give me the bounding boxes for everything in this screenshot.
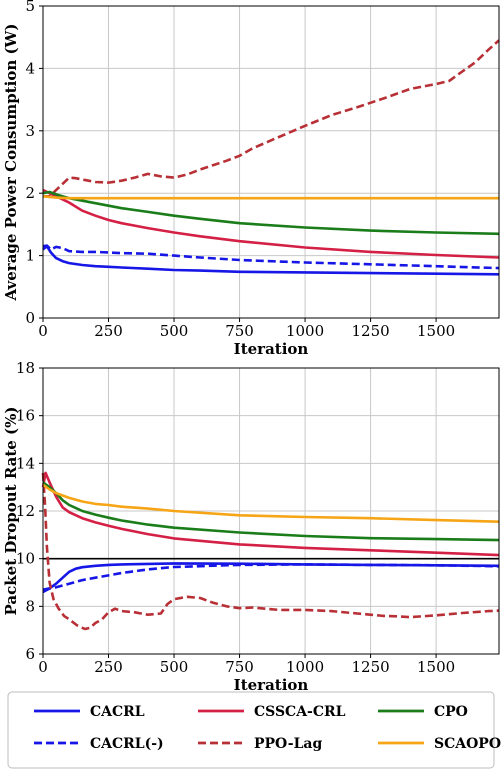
y-tick-label: 10: [16, 550, 35, 568]
y-tick-label: 0: [25, 309, 35, 327]
legend-label: CACRL(-): [90, 736, 164, 752]
series-cacrl: [42, 563, 500, 591]
series-scaopo: [42, 483, 500, 523]
x-tick-label: 500: [160, 322, 189, 340]
x-tick-label: 1000: [286, 658, 324, 676]
x-tick-label: 250: [94, 322, 123, 340]
series-cpo: [42, 190, 500, 236]
y-tick-label: 5: [25, 0, 35, 15]
legend-label: CPO: [434, 704, 468, 720]
x-axis-label: Iteration: [234, 340, 309, 358]
x-axis-label: Iteration: [234, 676, 309, 694]
x-tick-label: 1250: [351, 658, 389, 676]
series-ppo-lag: [41, 472, 500, 631]
y-tick-label: 12: [16, 502, 35, 520]
y-tick-label: 2: [25, 184, 35, 202]
y-tick-label: 18: [16, 359, 35, 377]
x-tick-label: 1250: [351, 322, 389, 340]
x-tick-label: 1500: [417, 322, 455, 340]
legend-label: PPO-Lag: [254, 736, 322, 752]
y-tick-label: 6: [25, 645, 35, 663]
legend: CACRL CSSCA-CRL CPO CACRL(-) PPO-Lag SCAOPO: [7, 691, 501, 769]
power-consumption-chart: 0 250 500 750 1000 1250 1500 0 1 2 3 4 5 Iteration Ave…: [2, 0, 500, 358]
packet-dropout-chart: 0 250 500 750 1000 1250 1500 6 8 10 12 14 16 18 Iterat…: [2, 359, 500, 694]
y-tick-label: 14: [16, 454, 35, 472]
series-cacrl: [42, 244, 500, 276]
series-cssca-crl: [41, 471, 500, 557]
y-axis-label: Packet Dropout Rate (%): [2, 407, 20, 616]
legend-label: SCAOPO: [434, 736, 501, 752]
x-tick-label: 1000: [286, 322, 324, 340]
series-scaopo: [42, 195, 499, 200]
series-cssca-crl: [42, 188, 500, 259]
x-tick-label: 0: [38, 322, 48, 340]
series-cacrl: [42, 562, 500, 594]
y-axis-label: Average Power Consumption (W): [2, 24, 20, 302]
y-tick-label: 4: [25, 59, 35, 77]
x-tick-label: 250: [94, 658, 123, 676]
legend-label: CSSCA-CRL: [254, 704, 346, 720]
x-tick-label: 750: [225, 658, 254, 676]
legend-label: CACRL: [90, 704, 145, 720]
x-tick-label: 0: [38, 658, 48, 676]
legend-box: [7, 691, 495, 769]
series-cacrl: [42, 244, 500, 270]
x-tick-label: 750: [225, 322, 254, 340]
y-tick-label: 3: [25, 122, 35, 140]
y-tick-label: 16: [16, 407, 35, 425]
plot-frame: [42, 5, 500, 319]
series-ppo-lag: [43, 39, 500, 198]
x-tick-label: 1500: [417, 658, 455, 676]
y-tick-label: 8: [25, 597, 35, 615]
y-tick-label: 1: [25, 247, 35, 265]
x-tick-label: 500: [160, 658, 189, 676]
series-cpo: [42, 481, 500, 542]
